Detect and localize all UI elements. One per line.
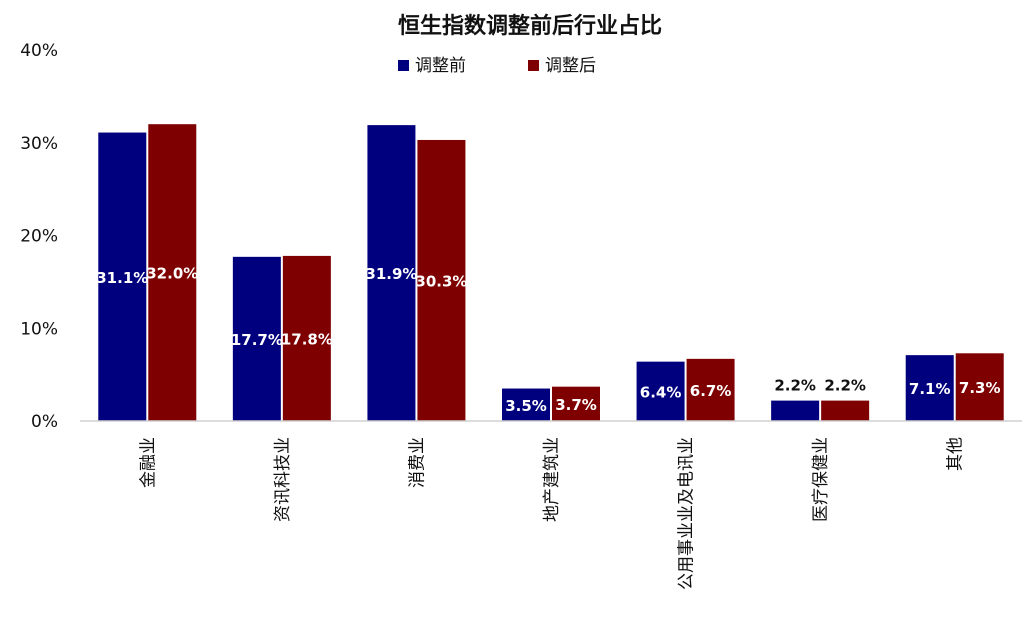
bar bbox=[821, 400, 870, 421]
y-axis: 0% 10% 20% 30% 40% bbox=[20, 41, 58, 432]
data-label: 31.1% bbox=[96, 269, 148, 287]
data-label: 2.2% bbox=[824, 377, 866, 395]
data-label: 32.0% bbox=[146, 265, 198, 283]
bar bbox=[282, 255, 331, 421]
legend-label: 调整后 bbox=[545, 56, 596, 76]
bar bbox=[905, 355, 954, 421]
bar bbox=[686, 358, 735, 421]
data-label: 3.5% bbox=[505, 397, 547, 415]
bar bbox=[148, 124, 197, 421]
x-tick-label: 公用事业业及电讯业 bbox=[677, 437, 697, 590]
bar bbox=[417, 139, 466, 421]
data-label: 30.3% bbox=[415, 272, 467, 290]
bar bbox=[552, 386, 600, 421]
y-tick-label: 10% bbox=[20, 319, 58, 339]
y-tick-label: 0% bbox=[31, 412, 58, 432]
data-label: 7.1% bbox=[909, 380, 951, 398]
data-label: 17.7% bbox=[231, 331, 283, 349]
data-label: 2.2% bbox=[774, 377, 816, 395]
legend-swatch bbox=[398, 60, 409, 71]
bar bbox=[502, 388, 550, 421]
bar bbox=[636, 361, 685, 421]
bar bbox=[771, 400, 820, 421]
x-tick-label: 消费业 bbox=[407, 437, 427, 488]
y-tick-label: 30% bbox=[20, 134, 58, 154]
y-tick-label: 40% bbox=[20, 41, 58, 61]
legend-label: 调整前 bbox=[415, 56, 466, 76]
bar bbox=[98, 132, 147, 422]
x-tick-label: 金融业 bbox=[138, 437, 158, 488]
legend-swatch bbox=[528, 60, 539, 71]
data-label: 17.8% bbox=[281, 330, 333, 348]
data-labels: 31.1%32.0% 17.7%17.8% 31.9%30.3% 3.5% 3.7% 6.… bbox=[96, 265, 1000, 415]
chart-title: 恒生指数调整前后行业占比 bbox=[398, 13, 662, 39]
data-label: 7.3% bbox=[959, 379, 1001, 397]
x-tick-label: 地产建筑业 bbox=[542, 437, 562, 522]
x-tick-label: 其他 bbox=[946, 437, 966, 471]
bar bbox=[232, 256, 281, 421]
x-tick-label: 医疗保健业 bbox=[811, 437, 831, 522]
data-label: 6.7% bbox=[690, 382, 732, 400]
data-label: 6.4% bbox=[640, 383, 682, 401]
bars bbox=[98, 124, 1004, 422]
legend: 调整前 调整后 bbox=[398, 56, 596, 76]
bar bbox=[367, 125, 416, 421]
data-label: 31.9% bbox=[365, 265, 417, 283]
bar bbox=[955, 353, 1004, 421]
data-label: 3.7% bbox=[555, 396, 597, 414]
y-tick-label: 20% bbox=[20, 227, 58, 247]
x-axis: 金融业 资讯科技业 消费业 地产建筑业 公用事业业及电讯业 医疗保健业 其他 bbox=[138, 437, 965, 590]
x-tick-label: 资讯科技业 bbox=[273, 437, 293, 522]
